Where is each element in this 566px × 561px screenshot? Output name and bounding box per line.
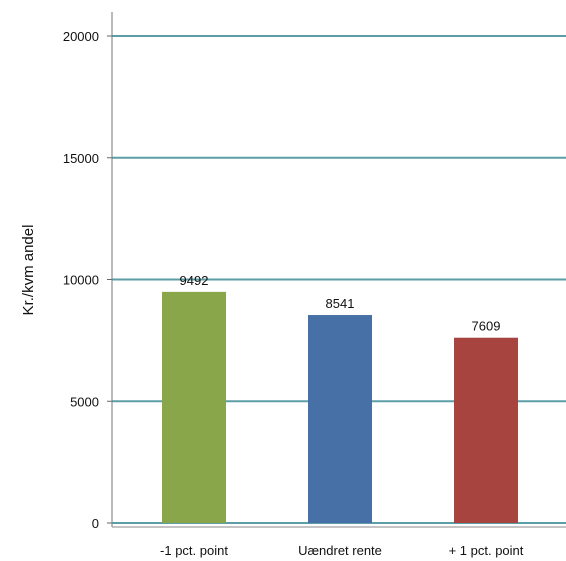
bar-2 [308, 315, 372, 523]
y-tick-label: 5000 [70, 394, 99, 409]
y-axis-title: Kr./kvm andel [20, 225, 37, 316]
y-tick-label: 20000 [63, 29, 99, 44]
data-label: 9492 [180, 273, 209, 288]
x-category-label: + 1 pct. point [449, 543, 524, 558]
y-tick-label: 15000 [63, 151, 99, 166]
x-category-label: Uændret rente [298, 543, 382, 558]
data-label: 7609 [472, 319, 501, 334]
bars [162, 291, 518, 523]
x-category-label: -1 pct. point [160, 543, 228, 558]
bar-1 [162, 291, 226, 523]
y-tick-label: 10000 [63, 273, 99, 288]
labels: 0 5000 10000 15000 20000 9492 -1 pct. point 854… [63, 29, 524, 558]
y-tick-label: 0 [92, 516, 99, 531]
bar-3 [454, 337, 518, 523]
data-label: 8541 [326, 296, 355, 311]
